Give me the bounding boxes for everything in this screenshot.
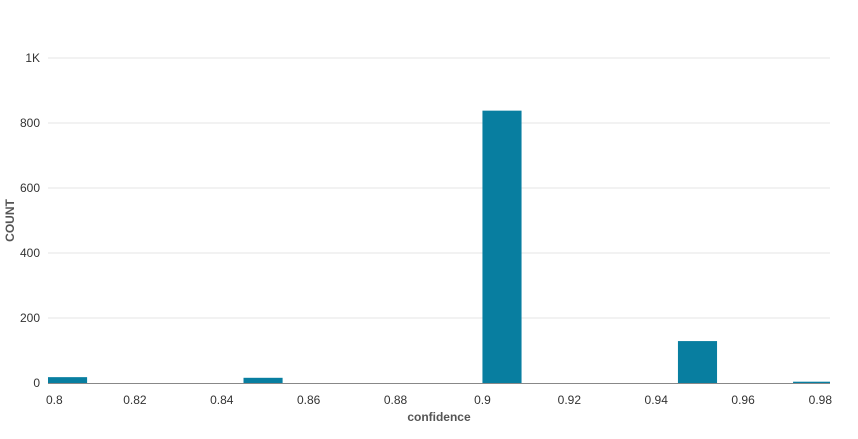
y-tick-label: 0 (33, 376, 40, 390)
x-tick-label: 0.86 (297, 393, 321, 407)
y-tick-label: 400 (20, 246, 40, 260)
histogram-bar (243, 377, 283, 383)
x-tick-label: 0.94 (645, 393, 669, 407)
x-tick-label: 0.98 (809, 393, 833, 407)
y-gridlines (48, 57, 830, 319)
y-axis-ticks: 0 200 400 600 800 1K (20, 51, 40, 390)
y-tick-label: 200 (20, 311, 40, 325)
histogram-bar (677, 341, 718, 383)
x-tick-label: 0.84 (210, 393, 234, 407)
histogram-bar (482, 110, 522, 384)
x-tick-label: 0.88 (384, 393, 408, 407)
histogram-bars (48, 110, 830, 384)
x-tick-label: 0.96 (731, 393, 755, 407)
y-tick-label: 800 (20, 116, 40, 130)
y-axis-title: COUNT (3, 199, 17, 242)
x-axis-ticks: 0.8 0.82 0.84 0.86 0.88 0.9 0.92 0.94 0.96 0.98 (46, 393, 832, 407)
histogram-bar (48, 377, 88, 383)
x-axis-title: confidence (407, 410, 471, 424)
x-tick-label: 0.82 (123, 393, 147, 407)
y-tick-label: 1K (25, 51, 40, 65)
x-tick-label: 0.9 (474, 393, 491, 407)
histogram-bar (793, 381, 830, 383)
x-tick-label: 0.92 (558, 393, 582, 407)
x-tick-label: 0.8 (46, 393, 63, 407)
y-tick-label: 600 (20, 181, 40, 195)
